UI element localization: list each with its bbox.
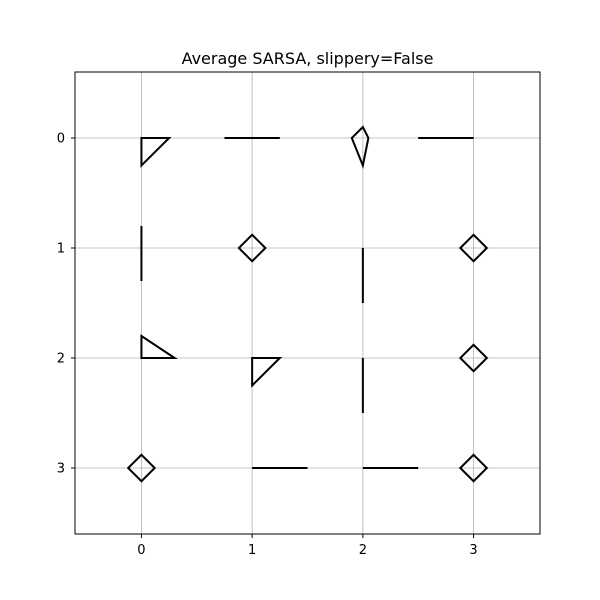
policy-glyph-r2-c1: [251, 357, 283, 388]
x-tick-label-3: 3: [469, 543, 477, 558]
policy-glyph-r1-c3: [458, 233, 489, 263]
policy-glyph-r1-c1: [237, 233, 267, 263]
grid-lines: [75, 72, 540, 534]
x-tick-label-2: 2: [359, 543, 367, 558]
plot-frame: [74, 71, 541, 535]
policy-glyph-r3-c3: [458, 453, 489, 483]
y-tick-label-1: 1: [57, 242, 65, 257]
policy-glyph-r0-c2: [350, 125, 370, 169]
x-tick-label-1: 1: [248, 543, 256, 558]
policy-glyph-r2-c0: [140, 334, 178, 359]
y-tick-label-0: 0: [57, 132, 65, 147]
policy-glyph-r0-c0: [140, 137, 172, 168]
y-tick-label-2: 2: [57, 352, 65, 367]
x-tick-label-0: 0: [137, 543, 145, 558]
policy-glyphs: [126, 125, 489, 483]
axis-ticks: 0 1 2 3 0 1 2 3: [57, 132, 478, 559]
chart-title: Average SARSA, slippery=False: [182, 49, 434, 68]
policy-glyph-r2-c3: [458, 343, 489, 373]
y-tick-label-3: 3: [57, 462, 65, 477]
policy-glyph-r3-c0: [126, 453, 157, 483]
